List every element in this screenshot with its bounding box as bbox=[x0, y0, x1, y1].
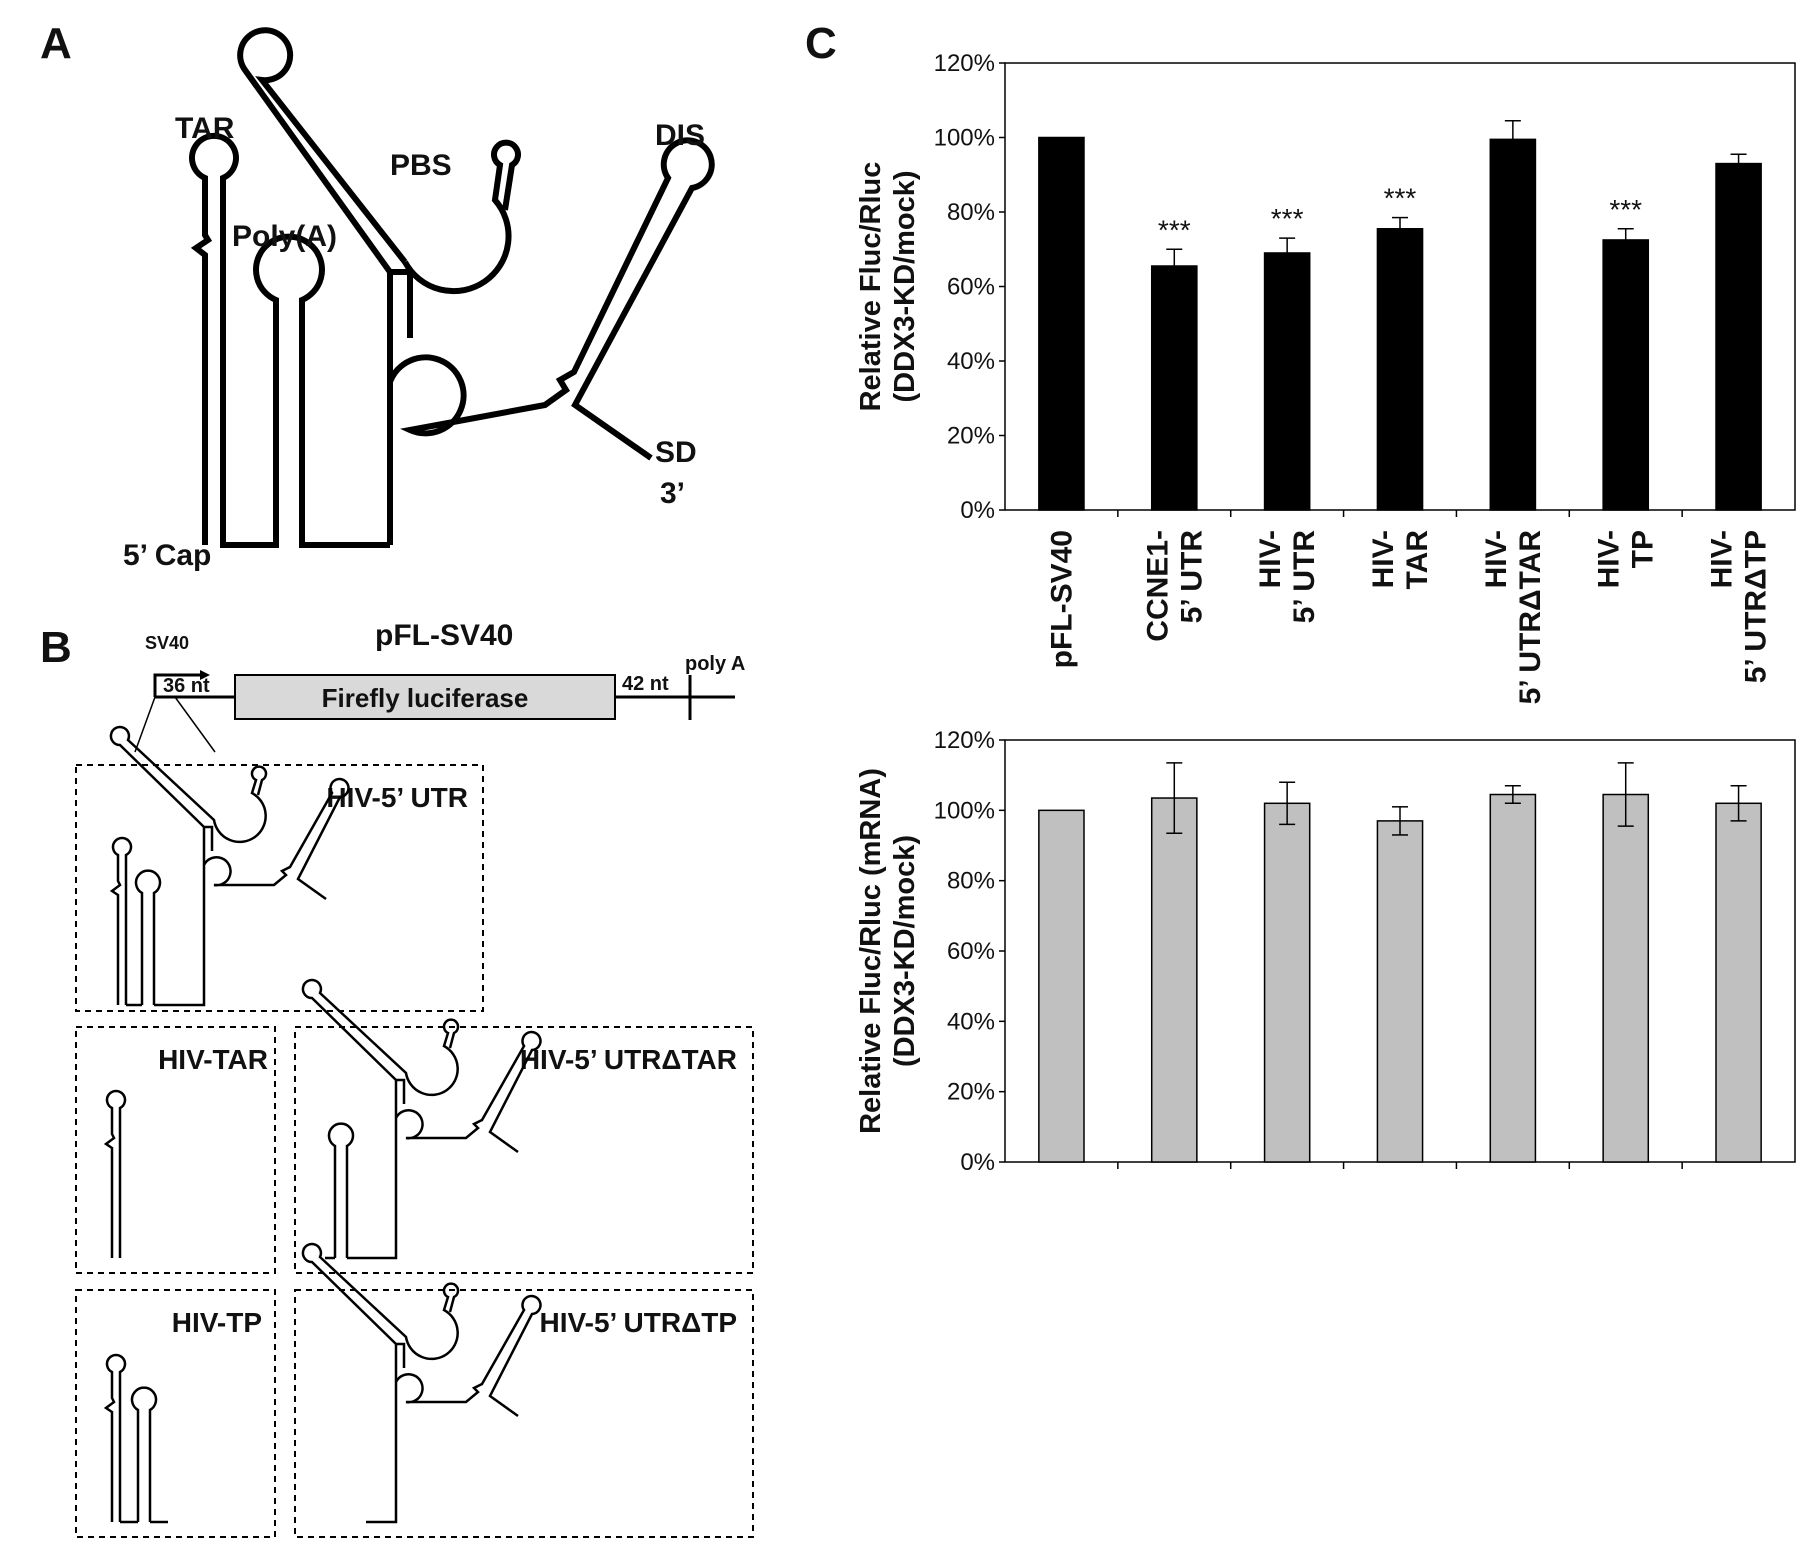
bar-3 bbox=[1376, 228, 1424, 511]
luciferase-box bbox=[234, 674, 616, 720]
tar-label: TAR bbox=[175, 112, 235, 145]
construct-map bbox=[134, 670, 735, 753]
panel-c-letter: C bbox=[805, 19, 837, 68]
bar-0 bbox=[1038, 136, 1085, 511]
x-category-label-2: 5’ UTR bbox=[1288, 530, 1321, 624]
x-category-label-1: CCNE1- bbox=[1141, 530, 1174, 642]
bar-6 bbox=[1715, 162, 1762, 511]
bar-2 bbox=[1263, 252, 1311, 511]
y-tick-label: 40% bbox=[947, 1008, 995, 1035]
y-tick-label: 80% bbox=[947, 199, 995, 226]
sv40-label: SV40 bbox=[145, 633, 189, 653]
x-category-label-5: TP bbox=[1627, 530, 1660, 568]
panel-a-letter: A bbox=[40, 19, 72, 68]
chart-top-categories: pFL-SV40 CCNE1- 5’ UTR HIV- 5’ UTR HIV- TAR HIV… bbox=[1045, 530, 1772, 705]
y-tick-label: 0% bbox=[960, 497, 995, 524]
x-category-label-5: HIV- bbox=[1593, 530, 1626, 588]
significance-mark-3: *** bbox=[1384, 183, 1417, 214]
significance-mark-5: *** bbox=[1609, 194, 1642, 225]
pbs-label: PBS bbox=[390, 149, 452, 182]
significance-mark-1: *** bbox=[1158, 214, 1191, 245]
y-tick-label: 20% bbox=[947, 423, 995, 450]
significance-mark-2: *** bbox=[1271, 203, 1304, 234]
box-hiv-tar-label: HIV-TAR bbox=[158, 1044, 268, 1075]
bar-1 bbox=[1150, 797, 1198, 1163]
x-category-label-1: 5’ UTR bbox=[1175, 530, 1208, 624]
chart-top: 0% 20% 40% 60% 80% 100% 120% Relative Fluc/Rluc… bbox=[855, 50, 1796, 524]
y-tick-label: 100% bbox=[934, 797, 995, 824]
bar-3 bbox=[1376, 820, 1424, 1163]
x-category-label-0: pFL-SV40 bbox=[1045, 530, 1078, 668]
bar-4 bbox=[1489, 793, 1537, 1163]
x-category-label-3: TAR bbox=[1401, 530, 1434, 590]
sd-label: SD bbox=[655, 436, 697, 469]
x-category-label-4: HIV- bbox=[1480, 530, 1513, 588]
y-tick-label: 120% bbox=[934, 727, 995, 754]
y-axis-label-line1: Relative Fluc/Rluc bbox=[855, 162, 887, 412]
y-tick-label: 60% bbox=[947, 274, 995, 301]
chart-bottom: 0% 20% 40% 60% 80% 100% 120% Relative Fluc/Rluc… bbox=[855, 727, 1796, 1176]
bar-1 bbox=[1150, 265, 1198, 511]
x-category-label-4: 5’ UTRΔTAR bbox=[1514, 530, 1547, 705]
mini-hiv-utr-dtar bbox=[301, 978, 542, 1260]
x-category-label-3: HIV- bbox=[1367, 530, 1400, 588]
mini-hiv-tp bbox=[104, 1353, 168, 1524]
three-prime-label: 3’ bbox=[660, 477, 685, 510]
box-hiv-utr bbox=[75, 764, 484, 1012]
mini-hiv-utr bbox=[109, 725, 350, 1007]
box-hiv-tp-label: HIV-TP bbox=[172, 1307, 262, 1338]
y-axis-label-line2: (DDX3-KD/mock) bbox=[889, 170, 921, 402]
box-hiv-utr-dtp-label: HIV-5’ UTRΔTP bbox=[540, 1307, 738, 1338]
bar-5 bbox=[1602, 239, 1650, 511]
polya-label: Poly(A) bbox=[232, 220, 337, 253]
box-hiv-utr-dtar-label: HIV-5’ UTRΔTAR bbox=[520, 1044, 737, 1075]
five-cap-label: 5’ Cap bbox=[123, 539, 211, 572]
dis-label: DIS bbox=[655, 119, 705, 152]
box-hiv-tar bbox=[75, 1026, 276, 1274]
panel-b-letter: B bbox=[40, 623, 72, 672]
mini-hiv-tar bbox=[104, 1089, 127, 1260]
y-axis-label-line2: (DDX3-KD/mock) bbox=[889, 835, 921, 1067]
x-category-label-6: HIV- bbox=[1706, 530, 1739, 588]
x-category-label-2: HIV- bbox=[1254, 530, 1287, 588]
nt-left-label: 36 nt bbox=[163, 675, 210, 697]
y-axis-label-line1: Relative Fluc/Rluc (mRNA) bbox=[855, 768, 887, 1134]
panel-a-structure bbox=[189, 27, 715, 548]
bar-5 bbox=[1602, 793, 1650, 1163]
box-hiv-utr-label: HIV-5’ UTR bbox=[326, 782, 468, 813]
bar-6 bbox=[1715, 802, 1762, 1163]
y-tick-label: 60% bbox=[947, 938, 995, 965]
gene-label: Firefly luciferase bbox=[322, 683, 529, 713]
x-category-label-6: 5’ UTRΔTP bbox=[1740, 530, 1773, 683]
polya-site-label: poly A bbox=[685, 653, 745, 675]
y-tick-label: 0% bbox=[960, 1149, 995, 1176]
mini-hiv-utr-dtp bbox=[301, 1242, 542, 1524]
y-tick-label: 20% bbox=[947, 1079, 995, 1106]
y-tick-label: 40% bbox=[947, 348, 995, 375]
construct-name: pFL-SV40 bbox=[375, 619, 513, 652]
y-tick-label: 120% bbox=[934, 50, 995, 77]
bar-2 bbox=[1263, 802, 1311, 1163]
box-hiv-tp bbox=[75, 1289, 276, 1538]
bar-4 bbox=[1489, 138, 1537, 511]
bar-0 bbox=[1038, 809, 1085, 1163]
y-tick-label: 80% bbox=[947, 868, 995, 895]
y-tick-label: 100% bbox=[934, 125, 995, 152]
nt-right-label: 42 nt bbox=[622, 673, 669, 695]
